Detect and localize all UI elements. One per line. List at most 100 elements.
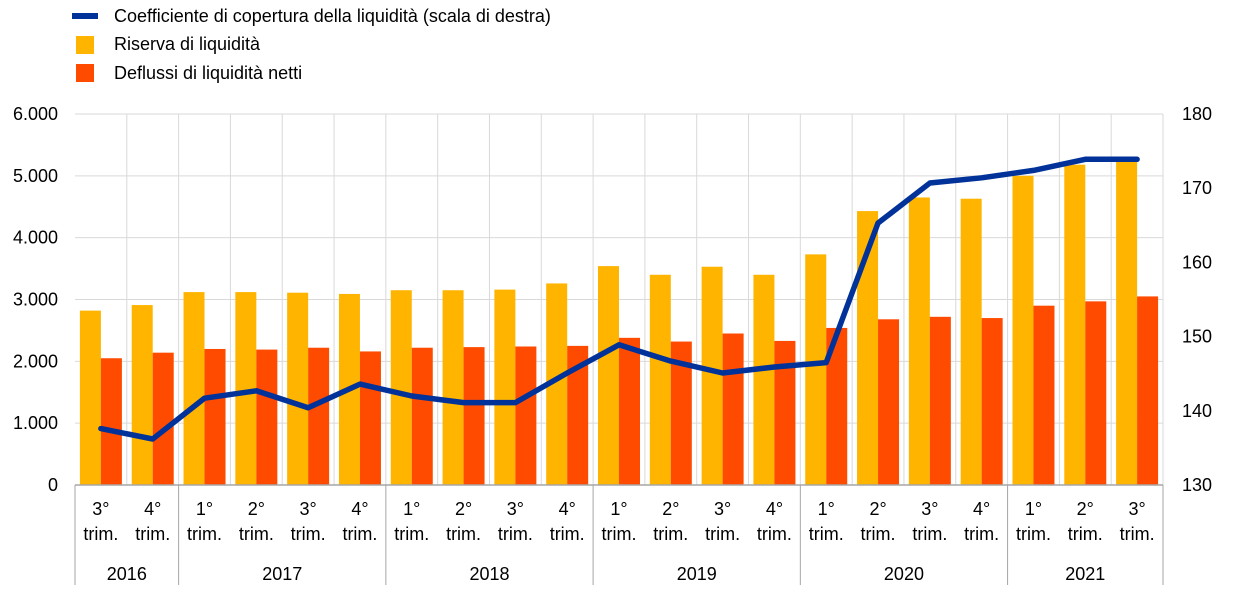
bar-riserva: [701, 266, 723, 485]
bar-riserva: [1116, 161, 1138, 485]
bar-riserva: [131, 305, 153, 485]
x-quarter-sub-label: trim.: [653, 524, 688, 544]
y-left-tick-label: 1.000: [13, 413, 58, 433]
bar-deflussi: [722, 333, 744, 485]
y-left-tick-label: 0: [48, 475, 58, 495]
y-left-tick-label: 5.000: [13, 166, 58, 186]
x-quarter-label: 3°: [921, 499, 938, 519]
x-quarter-label: 4°: [351, 499, 368, 519]
y-right-tick-label: 180: [1182, 104, 1212, 124]
x-quarter-label: 2°: [869, 499, 886, 519]
bar-riserva: [805, 254, 827, 485]
x-quarter-label: 1°: [1025, 499, 1042, 519]
x-quarter-sub-label: trim.: [1068, 524, 1103, 544]
x-quarter-label: 1°: [610, 499, 627, 519]
bar-riserva: [546, 283, 568, 485]
y-right-tick-label: 160: [1182, 252, 1212, 272]
legend-item-line: Coefficiente di copertura della liquidit…: [72, 2, 551, 31]
x-quarter-sub-label: trim.: [135, 524, 170, 544]
bar-deflussi: [152, 352, 174, 485]
x-quarter-sub-label: trim.: [809, 524, 844, 544]
x-quarter-sub-label: trim.: [498, 524, 533, 544]
bar-riserva: [753, 274, 775, 485]
bar-deflussi: [411, 347, 433, 485]
x-quarter-label: 2°: [455, 499, 472, 519]
bar-riserva: [649, 274, 671, 485]
legend: Coefficiente di copertura della liquidit…: [72, 2, 551, 88]
x-quarter-sub-label: trim.: [239, 524, 274, 544]
x-year-label: 2018: [469, 564, 509, 584]
x-quarter-sub-label: trim.: [912, 524, 947, 544]
x-quarter-label: 1°: [403, 499, 420, 519]
x-quarter-label: 3°: [1128, 499, 1145, 519]
x-quarter-sub-label: trim.: [550, 524, 585, 544]
x-quarter-label: 2°: [662, 499, 679, 519]
x-quarter-label: 2°: [1077, 499, 1094, 519]
x-quarter-label: 4°: [766, 499, 783, 519]
x-year-label: 2021: [1065, 564, 1105, 584]
x-quarter-sub-label: trim.: [187, 524, 222, 544]
x-quarter-label: 3°: [714, 499, 731, 519]
x-quarter-sub-label: trim.: [1016, 524, 1051, 544]
y-left-tick-label: 3.000: [13, 290, 58, 310]
bar-riserva: [857, 211, 879, 485]
x-quarter-label: 4°: [559, 499, 576, 519]
bar-deflussi: [567, 345, 589, 485]
bar-deflussi: [1033, 305, 1055, 485]
x-year-label: 2017: [262, 564, 302, 584]
x-quarter-label: 1°: [818, 499, 835, 519]
y-right-tick-label: 150: [1182, 327, 1212, 347]
bar-deflussi: [308, 347, 330, 485]
bar-deflussi: [619, 337, 640, 485]
bar-riserva: [287, 292, 309, 485]
bar-riserva: [598, 266, 619, 485]
legend-item-bar2: Deflussi di liquidità netti: [72, 59, 551, 88]
line-swatch: [72, 13, 98, 20]
x-quarter-sub-label: trim.: [602, 524, 637, 544]
bar-riserva: [494, 289, 516, 485]
x-quarter-label: 3°: [507, 499, 524, 519]
coverage-ratio-line: [98, 156, 1140, 442]
x-quarter-sub-label: trim.: [861, 524, 896, 544]
bar-riserva: [183, 292, 205, 485]
legend-bar2-label: Deflussi di liquidità netti: [114, 62, 303, 83]
y-right-tick-label: 170: [1182, 178, 1212, 198]
bar-riserva: [960, 198, 982, 485]
bar-deflussi: [256, 349, 278, 485]
x-quarter-sub-label: trim.: [446, 524, 481, 544]
bar-deflussi: [1137, 296, 1159, 485]
y-left-tick-label: 6.000: [13, 104, 58, 124]
x-quarter-sub-label: trim.: [1120, 524, 1155, 544]
x-quarter-sub-label: trim.: [83, 524, 118, 544]
x-quarter-sub-label: trim.: [291, 524, 326, 544]
bar-riserva: [390, 290, 412, 485]
y-right-tick-label: 130: [1182, 475, 1212, 495]
bar-deflussi: [100, 358, 122, 485]
bar-deflussi: [359, 351, 381, 485]
bar-riserva: [1012, 175, 1034, 486]
bar-deflussi: [204, 348, 226, 485]
bar-riserva: [79, 310, 101, 485]
bar-deflussi: [878, 319, 900, 485]
x-year-label: 2019: [677, 564, 717, 584]
bar-riserva: [442, 290, 464, 485]
x-quarter-label: 1°: [196, 499, 213, 519]
bar-deflussi: [1085, 301, 1107, 485]
bar-riserva: [235, 292, 257, 485]
axes: 0 1.000 2.000 3.000 4.000 5.000 6.000 130 140 150…: [13, 104, 1212, 585]
bar-deflussi: [774, 340, 796, 485]
x-quarter-label: 2°: [248, 499, 265, 519]
legend-item-bar1: Riserva di liquidità: [72, 31, 551, 60]
legend-line-label: Coefficiente di copertura della liquidit…: [114, 5, 551, 26]
bar-deflussi: [670, 341, 692, 485]
y-right-tick-label: 140: [1182, 401, 1212, 421]
ratio-line: [98, 156, 1140, 442]
bar-deflussi: [981, 318, 1003, 485]
legend-bar1-label: Riserva di liquidità: [114, 34, 261, 55]
x-quarter-sub-label: trim.: [705, 524, 740, 544]
x-quarter-label: 4°: [973, 499, 990, 519]
bars: [79, 161, 1159, 486]
bar-riserva: [1064, 164, 1086, 485]
bar-deflussi: [826, 327, 848, 485]
